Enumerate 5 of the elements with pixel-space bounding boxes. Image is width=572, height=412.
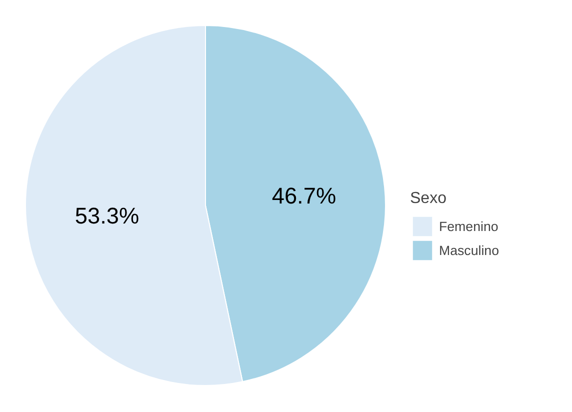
legend-label: Masculino [439, 242, 500, 258]
legend-title: Sexo [410, 190, 448, 208]
data-label: 46.7% [272, 182, 336, 208]
legend-label: Femenino [439, 218, 498, 234]
data-label: 53.3% [74, 202, 140, 229]
